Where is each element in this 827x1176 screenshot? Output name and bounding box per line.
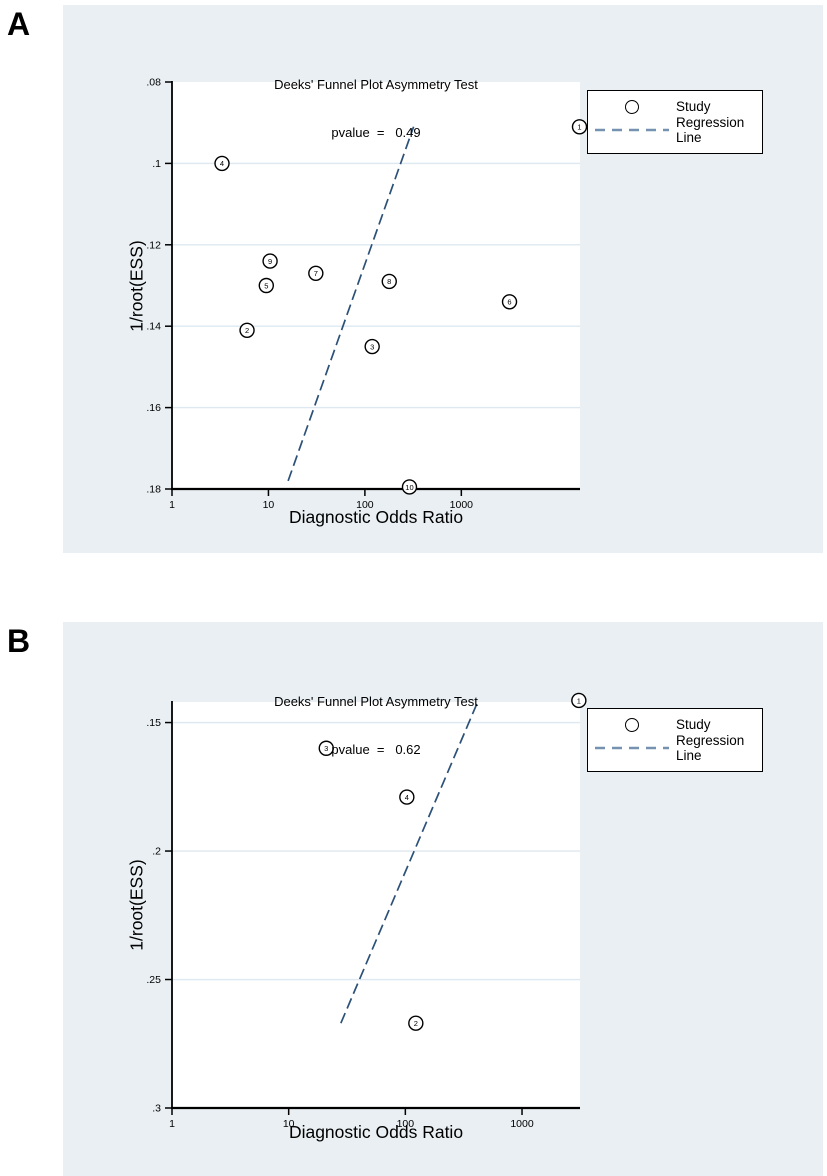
- study-point-number: 4: [405, 793, 409, 802]
- y-tick-label: .16: [146, 402, 161, 414]
- study-point: [318, 740, 334, 756]
- study-marker-icon: [625, 99, 639, 114]
- y-tick-label: .14: [146, 321, 161, 333]
- y-tick-label: .25: [146, 974, 161, 986]
- x-tick-label: 100: [356, 499, 374, 511]
- chart-b-pvalue: pvalue = 0.62: [331, 742, 421, 757]
- legend-study-label: Study: [676, 717, 711, 732]
- x-axis-label-b: Diagnostic Odds Ratio: [288, 1122, 464, 1142]
- legend-a-regression-row: Regression Line: [588, 115, 762, 145]
- x-tick-label: 1: [169, 499, 175, 511]
- funnel-plot-a-canvas: .08 .1 .12 .14 .16 .18 1 10 100 1000 1 2 3 4 5 6 7 8 9 10: [146, 77, 588, 511]
- y-tick-label: .2: [152, 846, 161, 858]
- study-point: [308, 265, 324, 281]
- study-point: [239, 322, 255, 338]
- legend-regression-label: Regression Line: [676, 115, 745, 145]
- panel-a-label: A: [7, 6, 31, 42]
- study-point-number: 4: [220, 159, 224, 168]
- y-tick-label: .18: [146, 484, 161, 496]
- x-tick-label: 10: [263, 499, 275, 511]
- panel-b: .15 .2 .25 .3 1 10 100 1000 1 2 3 4 Deeks' Funnel P…: [63, 622, 823, 1176]
- legend-study-label: Study: [676, 99, 711, 114]
- study-point-number: 10: [405, 483, 413, 492]
- x-tick-label: 1: [169, 1118, 175, 1130]
- panel-b-label: B: [7, 623, 31, 659]
- y-tick-label: .1: [152, 158, 161, 170]
- legend-regression-label: Regression Line: [676, 733, 745, 763]
- funnel-plot-b-canvas: .15 .2 .25 .3 1 10 100 1000 1 2 3 4: [146, 692, 587, 1130]
- plot-area: [172, 702, 580, 1108]
- study-marker-icon: [625, 717, 639, 732]
- study-point: [571, 692, 587, 709]
- y-tick-label: .15: [146, 717, 161, 729]
- study-point-number: 3: [324, 744, 328, 753]
- legend-marker-cell: [588, 99, 676, 114]
- legend-b: Study Regression Line: [587, 708, 763, 772]
- x-tick-label: 1000: [450, 499, 474, 511]
- legend-marker-cell: [588, 717, 676, 732]
- chart-b-title-line: Deeks' Funnel Plot Asymmetry Test: [274, 694, 478, 709]
- study-point-number: 9: [268, 257, 272, 266]
- plot-area: [172, 82, 580, 489]
- study-point-number: 8: [387, 277, 391, 286]
- study-point-number: 1: [577, 123, 581, 132]
- legend-a-study-row: Study: [588, 99, 762, 114]
- regression-line: [340, 700, 479, 1024]
- study-point: [214, 155, 230, 172]
- study-point: [571, 119, 588, 135]
- legend-b-regression-row: Regression Line: [588, 733, 762, 763]
- regression-line: [287, 126, 415, 482]
- study-point: [364, 338, 380, 355]
- study-point: [381, 273, 397, 290]
- legend-marker-cell: [588, 745, 676, 751]
- study-point: [258, 277, 274, 294]
- legend-b-study-row: Study: [588, 717, 762, 732]
- study-point: [408, 1015, 424, 1031]
- y-axis-label-a: 1/root(ESS): [126, 240, 147, 332]
- x-axis-label-a: Diagnostic Odds Ratio: [288, 507, 464, 527]
- study-point-number: 7: [314, 269, 318, 278]
- y-tick-label: .3: [152, 1103, 161, 1115]
- legend-a: Study Regression Line: [587, 90, 763, 154]
- study-point: [399, 789, 415, 805]
- y-axis-label-b: 1/root(ESS): [126, 859, 147, 951]
- chart-b-title: Deeks' Funnel Plot Asymmetry Test pvalue…: [172, 662, 580, 790]
- x-tick-label: 1000: [510, 1118, 534, 1130]
- study-point: [401, 479, 418, 495]
- study-point-number: 5: [264, 281, 268, 290]
- study-point-number: 3: [370, 342, 374, 351]
- regression-line-icon: [595, 128, 669, 132]
- study-point-number: 6: [507, 298, 511, 307]
- study-point-number: 2: [245, 326, 249, 335]
- chart-a-title: Deeks' Funnel Plot Asymmetry Test pvalue…: [172, 45, 580, 173]
- y-tick-label: .08: [146, 77, 161, 89]
- x-tick-label: 10: [283, 1118, 295, 1130]
- regression-line-icon: [595, 746, 669, 750]
- chart-a-title-line: Deeks' Funnel Plot Asymmetry Test: [274, 77, 478, 92]
- panel-a: .08 .1 .12 .14 .16 .18 1 10 100 1000 1 2 3 4 5 6 7 8 9 10 D…: [63, 5, 823, 553]
- study-point: [501, 294, 518, 310]
- x-tick-label: 100: [397, 1118, 415, 1130]
- chart-a-pvalue: pvalue = 0.49: [331, 125, 421, 140]
- study-point: [262, 253, 278, 269]
- study-point-number: 1: [577, 696, 581, 705]
- study-point-number: 2: [414, 1019, 418, 1028]
- y-tick-label: .12: [146, 239, 161, 251]
- legend-marker-cell: [588, 127, 676, 133]
